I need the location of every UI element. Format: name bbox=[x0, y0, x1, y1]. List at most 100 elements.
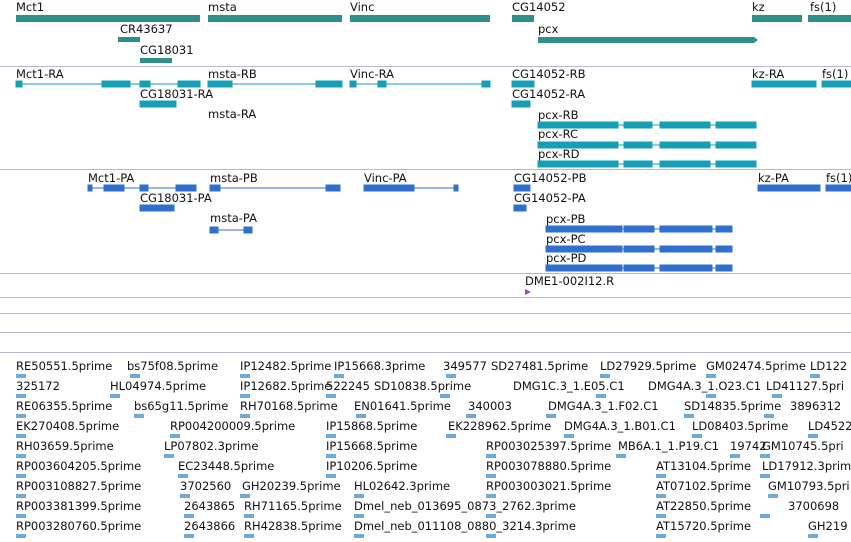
est-label[interactable]: HL02642.3prime bbox=[354, 479, 451, 493]
protein-label[interactable]: msta-PA bbox=[210, 211, 257, 225]
gene-bar-mct1[interactable] bbox=[16, 15, 200, 22]
gene-label[interactable]: kz bbox=[752, 0, 765, 14]
est-label[interactable]: RP003003021.5prime bbox=[486, 479, 612, 493]
est-label[interactable]: RH03659.5prime bbox=[16, 439, 114, 453]
est-label[interactable]: IP12482.5prime bbox=[240, 359, 332, 373]
est-label[interactable]: DMG4A.3_1.O23.C1 bbox=[648, 379, 762, 393]
est-label[interactable]: GM10745.5pri bbox=[762, 439, 844, 453]
est-label[interactable]: EK270408.5prime bbox=[16, 419, 120, 433]
gene-bar-cg18031[interactable] bbox=[140, 58, 172, 63]
gene-bar-kz[interactable] bbox=[752, 15, 802, 22]
est-label[interactable]: HL04974.5prime bbox=[110, 379, 207, 393]
transcript-label[interactable]: CG18031-RA bbox=[140, 87, 214, 101]
gene-bar-pcx[interactable] bbox=[538, 37, 754, 43]
est-label[interactable]: IP15668.5prime bbox=[326, 439, 418, 453]
est-label[interactable]: AT15720.5prime bbox=[656, 519, 752, 533]
protein-label[interactable]: CG14052-PB bbox=[514, 171, 587, 185]
est-label[interactable]: RH42838.5prime bbox=[244, 519, 342, 533]
transcript-label[interactable]: Mct1-RA bbox=[16, 67, 64, 81]
marker-arrow[interactable] bbox=[525, 289, 531, 295]
est-label[interactable]: SD10838.5prime bbox=[374, 379, 472, 393]
est-label[interactable]: 349577 bbox=[443, 359, 487, 373]
protein-label[interactable]: pcx-PB bbox=[546, 212, 586, 226]
transcript-label[interactable]: kz-RA bbox=[752, 67, 785, 81]
transcript-label[interactable]: pcx-RC bbox=[538, 127, 579, 141]
est-label[interactable]: GH20239.5prime bbox=[242, 479, 341, 493]
est-label[interactable]: IP15668.3prime bbox=[334, 359, 426, 373]
est-label[interactable]: RP003604205.5prime bbox=[16, 459, 142, 473]
est-label[interactable]: SD14835.5prime bbox=[684, 399, 782, 413]
protein-label[interactable]: pcx-PC bbox=[546, 232, 586, 246]
gene-bar-fs1[interactable] bbox=[808, 15, 851, 22]
est-label[interactable]: EN01641.5prime bbox=[354, 399, 451, 413]
est-label[interactable]: EK228962.5prime bbox=[448, 419, 552, 433]
gene-label[interactable]: pcx bbox=[538, 22, 559, 36]
est-label[interactable]: LD4522 bbox=[808, 419, 851, 433]
est-label[interactable]: LD41127.5pri bbox=[766, 379, 845, 393]
est-label[interactable]: 3702560 bbox=[180, 479, 232, 493]
est-label[interactable]: EC23448.5prime bbox=[178, 459, 275, 473]
est-label[interactable]: RH70168.5prime bbox=[240, 399, 338, 413]
gene-label[interactable]: msta bbox=[208, 0, 237, 14]
est-label[interactable]: AT22850.5prime bbox=[656, 499, 752, 513]
est-label[interactable]: Dmel_neb_011108_0880_3214.3prime bbox=[354, 519, 576, 533]
est-label[interactable]: 3896312 bbox=[790, 399, 842, 413]
est-label[interactable]: bs65g11.5prime bbox=[134, 399, 229, 413]
transcript-label[interactable]: fs(1) bbox=[822, 67, 849, 81]
gene-label[interactable]: Vinc bbox=[350, 0, 375, 14]
est-label[interactable]: GM10793.5pri bbox=[768, 479, 850, 493]
gene-label[interactable]: CG14052 bbox=[512, 0, 566, 14]
est-label[interactable]: AT13104.5prime bbox=[656, 459, 752, 473]
est-label[interactable]: IP10206.5prime bbox=[326, 459, 418, 473]
gene-label[interactable]: CG18031 bbox=[140, 43, 194, 57]
est-label[interactable]: LP07802.3prime bbox=[164, 439, 259, 453]
est-label[interactable]: LD08403.5prime bbox=[692, 419, 789, 433]
est-label[interactable]: RP003280760.5prime bbox=[16, 519, 142, 533]
est-label[interactable]: IP12682.5prime bbox=[240, 379, 332, 393]
est-label[interactable]: RE06355.5prime bbox=[16, 399, 113, 413]
est-label[interactable]: 340003 bbox=[468, 399, 512, 413]
transcript-label[interactable]: msta-RA bbox=[208, 107, 257, 121]
est-label[interactable]: MB6A.1_1.P19.C1 bbox=[618, 439, 720, 453]
transcript-label[interactable]: CG14052-RA bbox=[512, 87, 586, 101]
est-label[interactable]: Dmel_neb_013695_0873_2762.3prime bbox=[354, 499, 576, 513]
est-label[interactable]: RP003025397.5prime bbox=[486, 439, 612, 453]
est-label[interactable]: SD27481.5prime bbox=[491, 359, 589, 373]
est-label[interactable]: 522245 bbox=[326, 379, 370, 393]
protein-label[interactable]: pcx-PD bbox=[546, 251, 587, 265]
est-label[interactable]: GM02474.5prime bbox=[706, 359, 806, 373]
protein-label[interactable]: Vinc-PA bbox=[364, 171, 407, 185]
transcript-label[interactable]: pcx-RD bbox=[538, 147, 580, 161]
est-label[interactable]: RP004200009.5prime bbox=[170, 419, 296, 433]
transcript-label[interactable]: Vinc-RA bbox=[350, 67, 394, 81]
gene-label[interactable]: Mct1 bbox=[16, 0, 45, 14]
est-label[interactable]: 19742 bbox=[730, 439, 767, 453]
est-label[interactable]: DMG4A.3_1.F02.C1 bbox=[548, 399, 659, 413]
protein-label[interactable]: Mct1-PA bbox=[88, 171, 135, 185]
est-label[interactable]: RP003108827.5prime bbox=[16, 479, 142, 493]
gene-bar-cg14052[interactable] bbox=[512, 15, 534, 22]
gene-bar-cr43637[interactable] bbox=[118, 37, 140, 42]
est-label[interactable]: AT07102.5prime bbox=[656, 479, 752, 493]
est-label[interactable]: LD17912.3prime bbox=[762, 459, 851, 473]
est-label[interactable]: bs75f08.5prime bbox=[127, 359, 219, 373]
transcript-label[interactable]: CG14052-RB bbox=[512, 67, 586, 81]
gene-bar-msta[interactable] bbox=[208, 15, 342, 22]
est-label[interactable]: DMG1C.3_1.E05.C1 bbox=[513, 379, 625, 393]
protein-label[interactable]: fs(1) bbox=[826, 171, 851, 185]
est-label[interactable]: DMG4A.3_1.B01.C1 bbox=[564, 419, 676, 433]
marker-label[interactable]: DME1-002I12.R bbox=[525, 274, 615, 288]
transcript-label[interactable]: msta-RB bbox=[208, 67, 257, 81]
gene-label[interactable]: fs(1) bbox=[810, 0, 837, 14]
est-label[interactable]: LD27929.5prime bbox=[600, 359, 697, 373]
est-label[interactable]: RH71165.5prime bbox=[244, 499, 342, 513]
est-label[interactable]: 2643866 bbox=[184, 519, 236, 533]
est-label[interactable]: 3700698 bbox=[788, 499, 840, 513]
protein-label[interactable]: CG18031-PA bbox=[140, 191, 212, 205]
est-label[interactable]: 325172 bbox=[16, 379, 60, 393]
protein-label[interactable]: msta-PB bbox=[210, 171, 258, 185]
est-label[interactable]: RP003381399.5prime bbox=[16, 499, 142, 513]
est-label[interactable]: LD122 bbox=[810, 359, 848, 373]
transcript-label[interactable]: pcx-RB bbox=[538, 108, 579, 122]
est-label[interactable]: RE50551.5prime bbox=[16, 359, 113, 373]
